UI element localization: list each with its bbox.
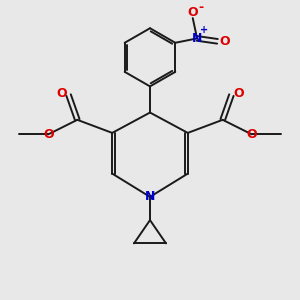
Text: N: N <box>192 32 202 45</box>
Text: O: O <box>188 6 198 19</box>
Text: -: - <box>198 2 203 14</box>
Text: O: O <box>43 128 54 141</box>
Text: N: N <box>145 190 155 203</box>
Text: O: O <box>246 128 257 141</box>
Text: O: O <box>56 87 67 100</box>
Text: +: + <box>200 25 208 35</box>
Text: O: O <box>219 35 230 48</box>
Text: O: O <box>233 87 244 100</box>
